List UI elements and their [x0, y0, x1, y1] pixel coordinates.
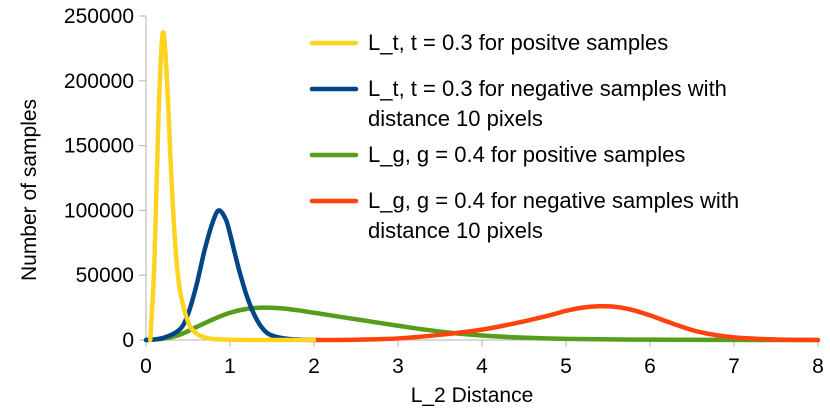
series-line-2 [143, 208, 317, 343]
y-tick-label: 50000 [76, 264, 134, 287]
legend: L_t, t = 0.3 for positve samples L_t, t =… [309, 30, 739, 243]
y-tick-label: 150000 [64, 135, 134, 158]
x-axis-title: L_2 Distance [411, 384, 534, 407]
y-tick-label: 0 [122, 329, 134, 352]
x-tick-label: 1 [224, 355, 236, 378]
series-line-3 [143, 305, 821, 343]
series-line-4 [311, 304, 821, 343]
x-tick-label: 3 [392, 355, 404, 378]
x-tick-label: 0 [140, 355, 152, 378]
legend-label-4: distance 10 pixels [368, 218, 543, 243]
x-tick-label: 7 [728, 355, 740, 378]
x-tick-label: 5 [560, 355, 572, 378]
x-tick-label: 8 [812, 355, 824, 378]
legend-label-2: L_t, t = 0.3 for negative samples with [368, 76, 727, 101]
y-tick-label: 100000 [64, 199, 134, 222]
y-axis-title: Number of samples [18, 99, 41, 281]
y-tick-label: 200000 [64, 70, 134, 93]
series-lines [143, 30, 821, 343]
legend-label-3: L_g, g = 0.4 for positive samples [368, 142, 685, 167]
x-tick-label: 4 [476, 355, 488, 378]
legend-label-1: L_t, t = 0.3 for positve samples [368, 30, 668, 55]
legend-label-2: distance 10 pixels [368, 106, 543, 131]
x-tick-label: 2 [308, 355, 320, 378]
series-line-1 [147, 30, 317, 343]
legend-label-4: L_g, g = 0.4 for negative samples with [368, 188, 739, 213]
y-tick-label: 250000 [64, 5, 134, 28]
x-tick-label: 6 [644, 355, 656, 378]
